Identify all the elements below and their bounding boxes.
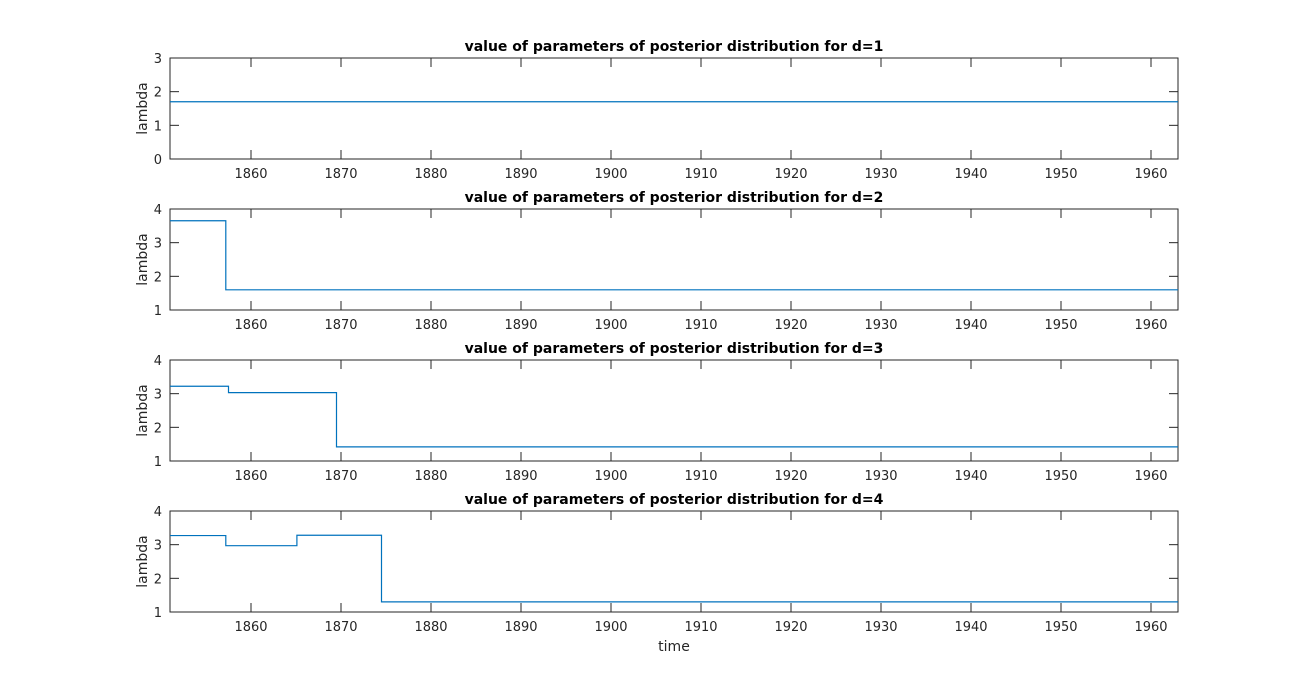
subplot-4: 1860 1870 1880 1890 1900 1910 1920 1930 1940 1950…	[135, 492, 1179, 655]
x-tick-label: 1940	[954, 620, 987, 635]
y-axis-label: lambda	[135, 535, 151, 587]
series-line-1	[170, 534, 1178, 603]
x-tick-label: 1920	[774, 469, 807, 484]
x-tick-label: 1870	[324, 167, 357, 182]
x-tick-label: 1920	[774, 318, 807, 333]
series-line-1	[170, 385, 1178, 448]
x-tick-label: 1880	[414, 167, 447, 182]
x-tick-label: 1860	[234, 469, 267, 484]
chart-title: value of parameters of posterior distrib…	[465, 492, 884, 508]
x-tick-label: 1960	[1134, 167, 1167, 182]
x-tick-label: 1860	[234, 167, 267, 182]
y-tick-label: 1	[154, 304, 162, 319]
chart-title: value of parameters of posterior distrib…	[465, 190, 884, 206]
y-tick-label: 2	[154, 572, 162, 587]
y-tick-label: 4	[154, 354, 162, 369]
x-tick-label: 1900	[594, 167, 627, 182]
subplot-2: 1860 1870 1880 1890 1900 1910 1920 1930 1940 1950…	[135, 190, 1179, 333]
y-tick-label: 3	[154, 539, 162, 554]
x-tick-label: 1930	[864, 318, 897, 333]
x-tick-label: 1870	[324, 469, 357, 484]
x-tick-label: 1860	[234, 318, 267, 333]
x-tick-label: 1900	[594, 620, 627, 635]
x-tick-label: 1880	[414, 469, 447, 484]
chart-title: value of parameters of posterior distrib…	[465, 39, 884, 55]
x-axis-label: time	[658, 639, 690, 655]
y-axis-label: lambda	[135, 233, 151, 285]
series-line-1	[170, 220, 1178, 291]
x-tick-label: 1900	[594, 318, 627, 333]
x-tick-label: 1930	[864, 167, 897, 182]
y-tick-label: 0	[154, 153, 162, 168]
chart-title: value of parameters of posterior distrib…	[465, 341, 884, 357]
y-tick-label: 4	[154, 203, 162, 218]
x-tick-label: 1940	[954, 318, 987, 333]
x-tick-label: 1860	[234, 620, 267, 635]
axes-box	[169, 510, 1179, 613]
x-tick-label: 1960	[1134, 318, 1167, 333]
x-tick-label: 1930	[864, 469, 897, 484]
x-tick-label: 1910	[684, 469, 717, 484]
x-tick-label: 1890	[504, 318, 537, 333]
y-axis-label: lambda	[135, 82, 151, 134]
x-tick-label: 1910	[684, 318, 717, 333]
axes-box	[169, 359, 1179, 462]
y-tick-label: 2	[154, 86, 162, 101]
y-axis-label: lambda	[135, 384, 151, 436]
y-tick-label: 2	[154, 270, 162, 285]
x-tick-label: 1940	[954, 469, 987, 484]
y-tick-label: 1	[154, 119, 162, 134]
x-tick-label: 1960	[1134, 620, 1167, 635]
y-tick-label: 1	[154, 606, 162, 621]
x-tick-label: 1950	[1044, 620, 1077, 635]
x-tick-label: 1900	[594, 469, 627, 484]
x-tick-label: 1930	[864, 620, 897, 635]
subplot-3: 1860 1870 1880 1890 1900 1910 1920 1930 1940 1950…	[135, 341, 1179, 484]
axes-box	[169, 57, 1179, 160]
x-tick-label: 1910	[684, 620, 717, 635]
x-tick-label: 1870	[324, 318, 357, 333]
x-tick-label: 1920	[774, 620, 807, 635]
y-tick-label: 3	[154, 237, 162, 252]
x-tick-label: 1910	[684, 167, 717, 182]
axes-box	[169, 208, 1179, 311]
y-tick-label: 4	[154, 505, 162, 520]
x-tick-label: 1960	[1134, 469, 1167, 484]
y-tick-label: 1	[154, 455, 162, 470]
x-tick-label: 1950	[1044, 167, 1077, 182]
x-tick-label: 1950	[1044, 318, 1077, 333]
x-tick-label: 1950	[1044, 469, 1077, 484]
y-tick-label: 3	[154, 52, 162, 67]
x-tick-label: 1880	[414, 620, 447, 635]
x-tick-label: 1890	[504, 620, 537, 635]
y-tick-label: 3	[154, 388, 162, 403]
x-tick-label: 1890	[504, 469, 537, 484]
x-tick-label: 1890	[504, 167, 537, 182]
x-tick-label: 1870	[324, 620, 357, 635]
x-tick-label: 1880	[414, 318, 447, 333]
subplot-1: 1860 1870 1880 1890 1900 1910 1920 1930 1940 1950…	[135, 39, 1179, 182]
x-tick-label: 1920	[774, 167, 807, 182]
x-tick-label: 1940	[954, 167, 987, 182]
y-tick-label: 2	[154, 421, 162, 436]
